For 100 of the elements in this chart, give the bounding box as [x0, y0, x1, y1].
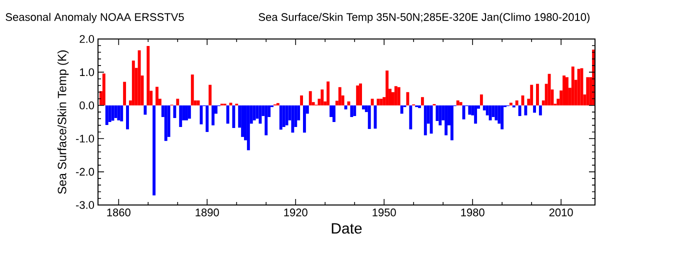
bar: [450, 105, 454, 140]
bar: [152, 105, 156, 196]
bar: [533, 105, 536, 113]
bar: [285, 105, 288, 126]
bar: [353, 105, 356, 116]
y-tick-label: -2.0: [76, 168, 94, 176]
bar: [279, 105, 282, 130]
bar: [436, 105, 439, 122]
y-tick-label: 0.0: [80, 102, 94, 110]
chart-title: Seasonal Anomaly NOAA ERSSTV5: [6, 12, 184, 24]
bar: [538, 105, 542, 116]
bar: [164, 105, 168, 141]
bar: [474, 105, 478, 124]
bar: [291, 105, 294, 133]
bar: [406, 92, 410, 106]
bar: [212, 105, 215, 126]
bar: [347, 101, 350, 106]
bar: [303, 105, 306, 133]
bar: [226, 105, 230, 124]
bar: [370, 98, 374, 106]
bar: [167, 105, 170, 137]
bar: [117, 105, 120, 120]
x-tick-label: 1890: [196, 208, 219, 216]
bar: [571, 66, 574, 106]
bar: [132, 60, 135, 106]
bar: [430, 105, 433, 134]
bar: [108, 105, 112, 122]
bar: [338, 87, 342, 106]
bar: [500, 105, 504, 130]
bar: [509, 102, 512, 106]
bar: [123, 82, 126, 106]
bar: [320, 89, 324, 106]
bar: [444, 105, 448, 136]
bar: [356, 85, 360, 106]
bar: [120, 105, 124, 122]
bar: [308, 91, 312, 106]
bar: [105, 105, 108, 125]
bar: [241, 105, 244, 137]
bar: [362, 105, 365, 110]
bar: [282, 105, 286, 127]
bar: [566, 77, 568, 106]
bar: [252, 105, 256, 120]
x-tick-label: 1920: [284, 208, 308, 216]
bar: [515, 100, 518, 106]
bar: [386, 70, 389, 106]
bar: [206, 105, 209, 132]
bar: [126, 105, 129, 130]
bar: [418, 105, 421, 108]
bar: [548, 74, 551, 106]
y-tick-label: 2.0: [80, 35, 94, 43]
bar: [562, 76, 566, 106]
bar: [246, 105, 250, 150]
bar: [577, 68, 580, 106]
bar: [208, 84, 212, 106]
bar: [459, 102, 462, 106]
bar: [264, 105, 268, 136]
bar: [114, 105, 118, 118]
bar: [144, 105, 147, 115]
x-tick-label: 1980: [461, 208, 484, 216]
bar: [179, 105, 182, 127]
bar: [176, 98, 180, 106]
bar: [409, 105, 412, 130]
bar: [368, 105, 371, 129]
bar: [229, 102, 232, 106]
bar: [300, 95, 303, 106]
bar: [488, 105, 492, 120]
bar: [188, 105, 191, 119]
bar: [190, 74, 194, 106]
bar: [397, 87, 400, 106]
bar: [536, 84, 539, 106]
bar: [359, 83, 362, 106]
bar: [494, 105, 498, 120]
bar: [332, 105, 336, 122]
bar: [232, 105, 236, 128]
bar: [400, 105, 404, 114]
bar: [586, 77, 590, 106]
bar: [394, 86, 398, 106]
bar: [518, 105, 522, 116]
bar: [438, 105, 442, 126]
bar: [350, 105, 354, 118]
bar: [102, 74, 106, 106]
bar: [424, 105, 427, 136]
bar: [380, 98, 383, 106]
bar: [456, 100, 460, 106]
bar: [173, 105, 176, 118]
x-tick-label: 1950: [372, 208, 396, 216]
bar: [146, 46, 150, 106]
bar: [480, 94, 483, 106]
x-axis-title: Date: [332, 223, 362, 234]
y-tick-label: -3.0: [76, 201, 94, 209]
bar: [326, 82, 330, 106]
bar: [420, 97, 424, 106]
bar: [376, 98, 380, 106]
bar: [156, 86, 158, 106]
bar: [530, 84, 534, 106]
y-tick-label: 1.0: [80, 68, 94, 76]
x-tick-label: 1860: [107, 208, 130, 216]
bar: [524, 105, 528, 116]
y-axis-title: Sea Surface/Skin Temp (K): [57, 50, 69, 194]
bar: [138, 50, 141, 106]
